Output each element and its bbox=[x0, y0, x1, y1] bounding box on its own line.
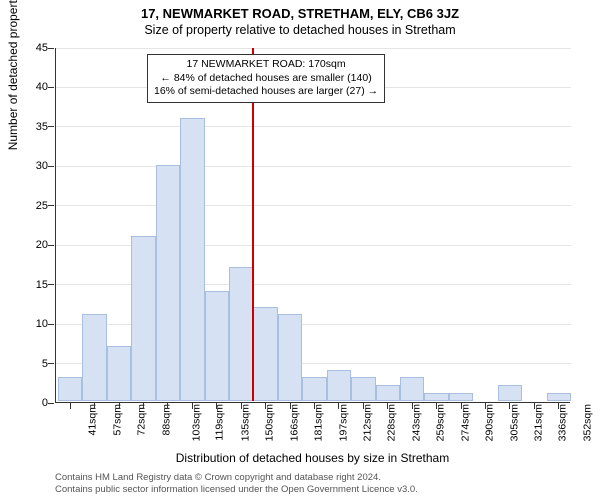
x-tick bbox=[412, 403, 413, 409]
y-tick bbox=[48, 403, 54, 404]
histogram-bar bbox=[376, 385, 400, 401]
annotation-line-2: ← 84% of detached houses are smaller (14… bbox=[154, 72, 378, 86]
x-tick-label: 305sqm bbox=[508, 404, 520, 441]
x-tick-label: 212sqm bbox=[361, 404, 373, 441]
histogram-bar bbox=[547, 393, 571, 401]
histogram-bar bbox=[424, 393, 448, 401]
histogram-bar bbox=[449, 393, 473, 401]
histogram-bar bbox=[82, 314, 106, 401]
grid-line bbox=[56, 205, 571, 206]
grid-line bbox=[56, 126, 571, 127]
x-tick bbox=[363, 403, 364, 409]
page-title: 17, NEWMARKET ROAD, STRETHAM, ELY, CB6 3… bbox=[0, 0, 600, 21]
x-tick bbox=[314, 403, 315, 409]
histogram-bar bbox=[278, 314, 302, 401]
y-tick bbox=[48, 166, 54, 167]
chart-container: 17, NEWMARKET ROAD, STRETHAM, ELY, CB6 3… bbox=[0, 0, 600, 500]
histogram-bar bbox=[107, 346, 131, 401]
y-tick bbox=[48, 205, 54, 206]
y-tick-label: 15 bbox=[18, 279, 48, 291]
x-tick bbox=[241, 403, 242, 409]
x-tick-label: 166sqm bbox=[288, 404, 300, 441]
y-tick-label: 30 bbox=[18, 160, 48, 172]
y-tick-label: 45 bbox=[18, 42, 48, 54]
x-tick-label: 290sqm bbox=[483, 404, 495, 441]
x-tick bbox=[461, 403, 462, 409]
x-tick-label: 228sqm bbox=[386, 404, 398, 441]
x-tick-label: 259sqm bbox=[435, 404, 447, 441]
x-axis-title: Distribution of detached houses by size … bbox=[55, 451, 570, 465]
histogram-bar bbox=[180, 118, 204, 401]
chart-area: 41sqm57sqm72sqm88sqm103sqm119sqm135sqm15… bbox=[55, 48, 570, 403]
x-tick bbox=[94, 403, 95, 409]
x-tick-label: 72sqm bbox=[136, 404, 148, 436]
x-tick bbox=[534, 403, 535, 409]
y-tick-label: 20 bbox=[18, 239, 48, 251]
x-tick bbox=[143, 403, 144, 409]
x-tick bbox=[387, 403, 388, 409]
x-tick bbox=[216, 403, 217, 409]
x-tick-label: 181sqm bbox=[312, 404, 324, 441]
y-tick bbox=[48, 245, 54, 246]
x-tick bbox=[119, 403, 120, 409]
x-tick-label: 135sqm bbox=[239, 404, 251, 441]
x-tick bbox=[70, 403, 71, 409]
annotation-line-3: 16% of semi-detached houses are larger (… bbox=[154, 85, 378, 99]
y-tick bbox=[48, 126, 54, 127]
histogram-bar bbox=[327, 370, 351, 401]
y-tick bbox=[48, 284, 54, 285]
y-tick-label: 40 bbox=[18, 81, 48, 93]
y-tick bbox=[48, 87, 54, 88]
x-tick bbox=[290, 403, 291, 409]
histogram-bar bbox=[58, 377, 82, 401]
footer-attribution: Contains HM Land Registry data © Crown c… bbox=[55, 472, 570, 496]
y-tick-label: 10 bbox=[18, 318, 48, 330]
footer-line-1: Contains HM Land Registry data © Crown c… bbox=[55, 472, 570, 484]
x-tick-label: 336sqm bbox=[557, 404, 569, 441]
x-tick-label: 197sqm bbox=[337, 404, 349, 441]
x-tick bbox=[192, 403, 193, 409]
x-tick-label: 41sqm bbox=[87, 404, 99, 436]
x-tick bbox=[558, 403, 559, 409]
histogram-bar bbox=[156, 165, 180, 401]
histogram-bar bbox=[302, 377, 326, 401]
histogram-bar bbox=[205, 291, 229, 401]
y-tick-label: 0 bbox=[18, 397, 48, 409]
x-tick-label: 150sqm bbox=[264, 404, 276, 441]
footer-line-2: Contains public sector information licen… bbox=[55, 484, 570, 496]
x-tick-label: 103sqm bbox=[190, 404, 202, 441]
grid-line bbox=[56, 48, 571, 49]
x-tick-label: 88sqm bbox=[160, 404, 172, 436]
x-tick bbox=[509, 403, 510, 409]
y-tick bbox=[48, 48, 54, 49]
x-tick-label: 57sqm bbox=[111, 404, 123, 436]
x-tick bbox=[338, 403, 339, 409]
histogram-bar bbox=[131, 236, 155, 401]
y-tick-label: 25 bbox=[18, 200, 48, 212]
x-tick-label: 274sqm bbox=[459, 404, 471, 441]
histogram-bar bbox=[498, 385, 522, 401]
page-subtitle: Size of property relative to detached ho… bbox=[0, 21, 600, 37]
grid-line bbox=[56, 166, 571, 167]
x-tick-label: 243sqm bbox=[410, 404, 422, 441]
histogram-bar bbox=[229, 267, 253, 401]
x-tick bbox=[485, 403, 486, 409]
x-tick bbox=[436, 403, 437, 409]
x-tick-label: 321sqm bbox=[532, 404, 544, 441]
y-tick bbox=[48, 363, 54, 364]
y-tick-label: 35 bbox=[18, 121, 48, 133]
histogram-bar bbox=[351, 377, 375, 401]
annotation-box: 17 NEWMARKET ROAD: 170sqm ← 84% of detac… bbox=[147, 54, 385, 103]
x-tick bbox=[265, 403, 266, 409]
histogram-bar bbox=[400, 377, 424, 401]
x-tick bbox=[167, 403, 168, 409]
histogram-bar bbox=[253, 307, 277, 401]
y-tick-label: 5 bbox=[18, 358, 48, 370]
x-tick-label: 352sqm bbox=[581, 404, 593, 441]
annotation-line-1: 17 NEWMARKET ROAD: 170sqm bbox=[154, 58, 378, 72]
y-tick bbox=[48, 324, 54, 325]
x-tick-label: 119sqm bbox=[214, 404, 226, 441]
